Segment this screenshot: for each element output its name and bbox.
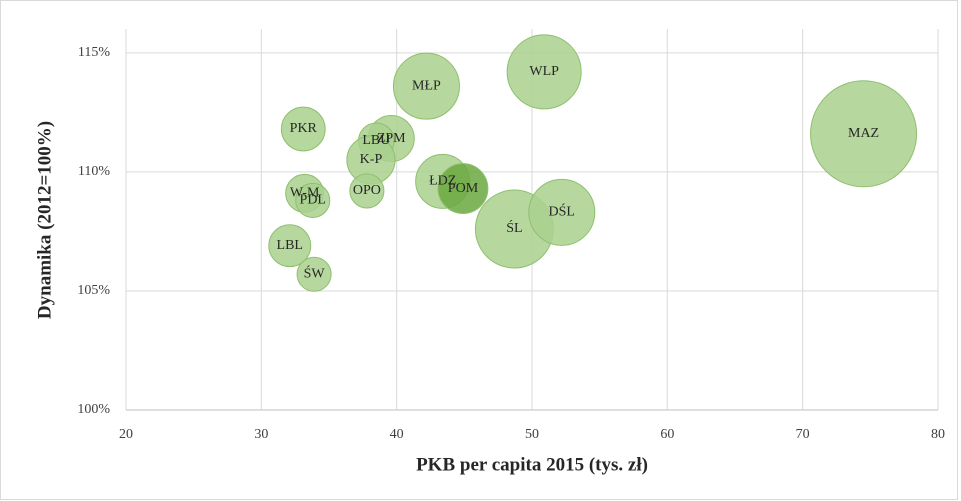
y-tick-label: 100% — [77, 402, 110, 417]
bubble-label: W-M — [290, 186, 320, 201]
x-tick-label: 70 — [796, 427, 810, 442]
bubble — [392, 52, 460, 120]
bubble — [437, 163, 489, 214]
bubble-label: PKR — [290, 121, 318, 136]
y-tick-label: 115% — [78, 45, 110, 60]
bubble — [268, 224, 312, 268]
x-tick-label: 40 — [390, 427, 404, 442]
bubble — [296, 256, 332, 292]
y-tick-label: 105% — [77, 283, 110, 298]
x-tick-label: 80 — [931, 427, 945, 442]
bubble — [506, 34, 582, 110]
bubble — [280, 106, 326, 152]
y-axis-title: Dynamika (2012=100%) — [34, 121, 55, 319]
bubble-label: LBL — [277, 238, 303, 253]
x-tick-label: 20 — [119, 427, 133, 442]
bubble-label: WLP — [529, 64, 559, 79]
bubble-label: LBU — [362, 133, 390, 148]
bubble-label: DŚL — [549, 203, 575, 220]
bubble-label: ZPM — [377, 131, 406, 146]
bubble-label: ŚL — [506, 219, 522, 236]
bubble-label: ŁDZ — [429, 174, 456, 189]
x-tick-label: 30 — [254, 427, 268, 442]
bubble — [810, 80, 918, 188]
x-tick-label: 60 — [660, 427, 674, 442]
bubble — [349, 173, 385, 209]
bubble-label: PDL — [300, 193, 326, 208]
bubble-label: ŚW — [304, 264, 326, 281]
y-tick-label: 110% — [78, 164, 110, 179]
x-tick-label: 50 — [525, 427, 539, 442]
bubble-label: MŁP — [412, 78, 441, 93]
bubble-label: OPO — [353, 183, 381, 198]
bubble-label: K-P — [360, 152, 383, 167]
bubble-label: MAZ — [848, 126, 879, 141]
x-axis-title: PKB per capita 2015 (tys. zł) — [416, 454, 648, 475]
bubble — [295, 182, 331, 218]
bubble-label: POM — [448, 181, 479, 196]
bubble — [528, 178, 596, 246]
